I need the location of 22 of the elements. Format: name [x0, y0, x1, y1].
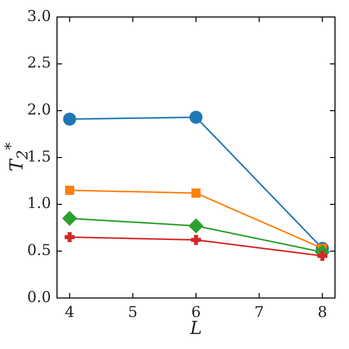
x-tick-label: 8: [318, 302, 328, 321]
y-tick-label: 1.5: [27, 147, 51, 166]
y-tick-label: 0.0: [27, 288, 51, 306]
y-tick-label: 1.0: [27, 194, 51, 212]
x-tick-label: 5: [128, 302, 138, 321]
y-tick-label: 2.5: [27, 54, 51, 72]
point: [191, 188, 201, 198]
point: [189, 232, 203, 247]
x-tick-label: 7: [254, 302, 264, 321]
y-tick-label: 0.5: [27, 241, 51, 260]
point: [62, 210, 78, 226]
point: [188, 218, 204, 234]
point: [315, 248, 330, 263]
point: [190, 110, 202, 124]
x-tick-label: 6: [191, 302, 201, 321]
x-axis-title: L: [190, 318, 202, 339]
point: [62, 230, 77, 244]
x-tick-label: 4: [64, 302, 74, 321]
y-tick-label: 3.0: [27, 6, 51, 25]
y-tick-label: 2.0: [27, 100, 51, 119]
point: [65, 186, 74, 195]
point: [63, 112, 76, 126]
